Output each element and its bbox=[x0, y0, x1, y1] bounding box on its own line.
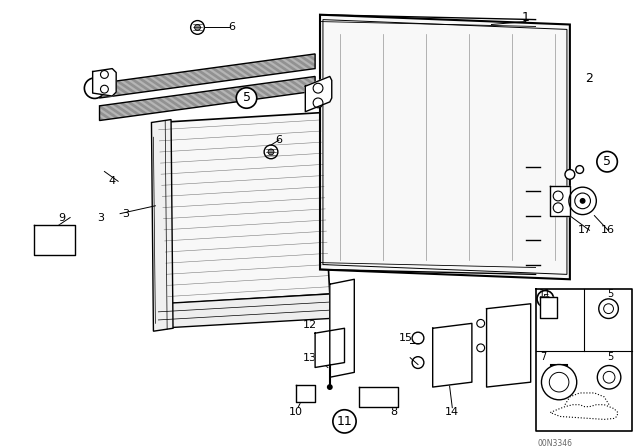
Text: 3: 3 bbox=[97, 212, 104, 223]
Polygon shape bbox=[540, 297, 557, 319]
Text: 10: 10 bbox=[289, 407, 303, 417]
Text: 8: 8 bbox=[390, 407, 397, 417]
Polygon shape bbox=[486, 304, 531, 387]
Circle shape bbox=[576, 166, 584, 173]
Text: 5: 5 bbox=[607, 289, 613, 299]
Circle shape bbox=[191, 21, 204, 34]
Text: 6: 6 bbox=[275, 135, 282, 145]
Circle shape bbox=[599, 299, 618, 319]
Circle shape bbox=[268, 149, 274, 155]
Circle shape bbox=[477, 344, 484, 352]
Circle shape bbox=[565, 169, 575, 179]
Text: 7: 7 bbox=[540, 352, 547, 362]
Polygon shape bbox=[93, 69, 116, 96]
Text: 16: 16 bbox=[601, 225, 615, 235]
Text: 15: 15 bbox=[399, 333, 413, 343]
Circle shape bbox=[580, 198, 586, 204]
Polygon shape bbox=[34, 225, 75, 255]
Polygon shape bbox=[315, 328, 344, 367]
Circle shape bbox=[195, 25, 200, 30]
Text: 9: 9 bbox=[59, 212, 66, 223]
Text: 7: 7 bbox=[91, 82, 99, 95]
Polygon shape bbox=[359, 387, 398, 407]
Polygon shape bbox=[320, 15, 570, 279]
Text: 17: 17 bbox=[577, 225, 591, 235]
Polygon shape bbox=[433, 323, 472, 387]
Text: 6: 6 bbox=[228, 22, 236, 32]
Polygon shape bbox=[550, 186, 570, 215]
Polygon shape bbox=[158, 113, 330, 304]
Polygon shape bbox=[330, 279, 355, 377]
Polygon shape bbox=[296, 385, 315, 402]
Text: 12: 12 bbox=[303, 320, 317, 330]
Circle shape bbox=[569, 187, 596, 215]
Text: 00N3346: 00N3346 bbox=[538, 439, 573, 448]
Text: 5: 5 bbox=[243, 91, 250, 104]
Text: 2: 2 bbox=[586, 72, 593, 85]
Text: 5: 5 bbox=[607, 352, 613, 362]
Text: 1: 1 bbox=[522, 11, 530, 24]
Polygon shape bbox=[158, 294, 330, 328]
Circle shape bbox=[327, 384, 333, 390]
Text: 11: 11 bbox=[337, 415, 353, 428]
Polygon shape bbox=[100, 54, 315, 98]
Circle shape bbox=[477, 319, 484, 327]
Text: 4: 4 bbox=[109, 176, 116, 186]
Polygon shape bbox=[100, 77, 315, 121]
Text: 5: 5 bbox=[542, 294, 549, 304]
Text: 11: 11 bbox=[540, 289, 552, 299]
Text: 14: 14 bbox=[445, 407, 460, 417]
Circle shape bbox=[264, 145, 278, 159]
Polygon shape bbox=[305, 77, 332, 112]
Circle shape bbox=[597, 366, 621, 389]
Circle shape bbox=[541, 365, 577, 400]
Text: 5: 5 bbox=[603, 155, 611, 168]
Text: 13: 13 bbox=[303, 353, 317, 363]
Text: 3: 3 bbox=[122, 209, 129, 219]
Polygon shape bbox=[152, 120, 173, 331]
